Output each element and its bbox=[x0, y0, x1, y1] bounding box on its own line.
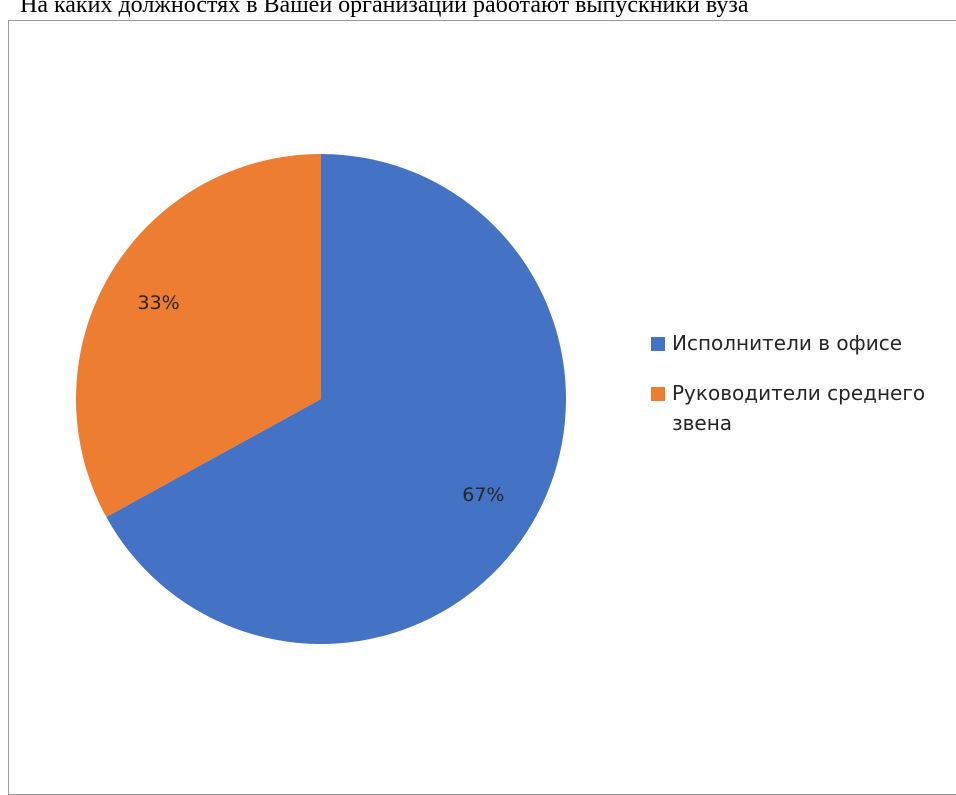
pie-slice-1 bbox=[75, 153, 321, 518]
legend-label-middle-managers: Руководители среднего звена bbox=[672, 381, 926, 435]
pie-slice-0 bbox=[106, 154, 566, 644]
pie-data-label-1: 33% bbox=[138, 292, 180, 314]
pie-data-label-0: 67% bbox=[462, 484, 504, 506]
legend-swatch-middle-managers bbox=[651, 387, 665, 401]
legend-swatch-office-staff bbox=[651, 337, 665, 351]
legend-label-office-staff: Исполнители в офисе bbox=[672, 331, 902, 355]
legend-item-office-staff: Исполнители в офисе bbox=[651, 328, 951, 358]
page-heading: На каких должностях в Вашей организации … bbox=[20, 0, 749, 18]
chart-legend: Исполнители в офисе Руководители среднег… bbox=[651, 328, 951, 438]
legend-item-middle-managers: Руководители среднего звена bbox=[651, 378, 951, 438]
